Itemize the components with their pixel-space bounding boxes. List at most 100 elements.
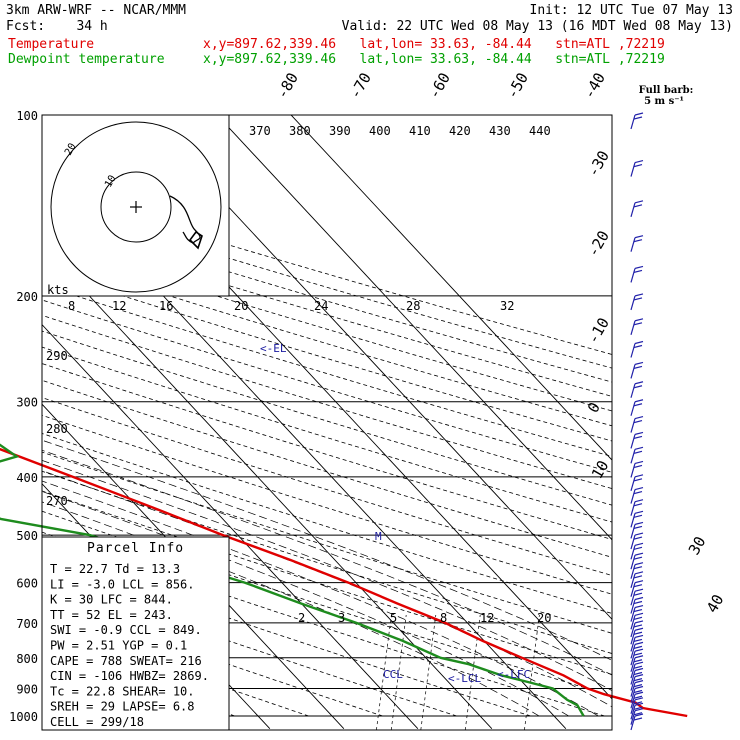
parcel-info-row: CELL = 299/18 bbox=[50, 715, 144, 729]
barb-flag bbox=[634, 542, 644, 546]
wind-barb bbox=[630, 697, 644, 715]
wind-barb bbox=[630, 627, 644, 645]
barb-staff bbox=[630, 630, 636, 645]
skew-temp-label: -70 bbox=[346, 70, 375, 102]
barb-flag bbox=[634, 702, 644, 706]
parcel-info-row: LI = -3.0 LCL = 856. bbox=[50, 577, 195, 591]
theta-label: 400 bbox=[369, 124, 391, 138]
barb-flag bbox=[634, 571, 644, 575]
mixing-ratio-line bbox=[643, 615, 658, 730]
wind-barb bbox=[630, 200, 644, 217]
barb-flag bbox=[633, 204, 643, 208]
theta-label: 380 bbox=[289, 124, 311, 138]
mixing-ratio-label: 8 bbox=[440, 611, 447, 625]
barb-staff bbox=[630, 664, 636, 679]
wind-barb bbox=[630, 431, 644, 449]
barb-flag bbox=[633, 665, 643, 669]
hodograph-speed-tick: 20 bbox=[234, 299, 248, 313]
skew-temp-label: 40 bbox=[703, 591, 728, 616]
wind-barb bbox=[630, 510, 644, 528]
wind-barb bbox=[630, 112, 644, 130]
barb-staff bbox=[630, 599, 636, 614]
barb-staff bbox=[630, 320, 636, 335]
wind-barb bbox=[630, 680, 644, 697]
barb-flag bbox=[634, 235, 644, 239]
hodograph-speed-tick: 16 bbox=[159, 299, 173, 313]
barb-flag bbox=[634, 648, 644, 652]
theta-label: 440 bbox=[529, 124, 551, 138]
barb-staff bbox=[630, 705, 636, 720]
mixing-ratio-label: 2 bbox=[298, 611, 305, 625]
isotherm bbox=[290, 115, 612, 461]
sounding-annotation: M bbox=[375, 530, 382, 543]
wind-barb bbox=[630, 460, 644, 478]
wind-barb bbox=[630, 580, 644, 597]
legend-temperature: Temperature bbox=[8, 37, 94, 52]
barb-flag bbox=[634, 667, 644, 672]
theta-label: 370 bbox=[249, 124, 271, 138]
barb-flag bbox=[633, 450, 643, 454]
dry-adiabat bbox=[42, 575, 457, 717]
wind-barb bbox=[630, 340, 644, 358]
barb-flag bbox=[634, 685, 644, 690]
barb-staff bbox=[630, 657, 636, 672]
barb-flag bbox=[634, 486, 644, 491]
wind-barb bbox=[630, 499, 644, 516]
barb-flag bbox=[634, 112, 644, 116]
dry-adiabat bbox=[42, 330, 612, 506]
hodograph-ring-label: 10 bbox=[103, 174, 119, 190]
barb-flag bbox=[634, 661, 644, 665]
barb-flag bbox=[633, 365, 643, 369]
barb-staff bbox=[630, 476, 636, 492]
barb-flag bbox=[633, 478, 643, 482]
parcel-info-row: T = 22.7 Td = 13.3 bbox=[50, 562, 180, 576]
wind-barb bbox=[630, 612, 644, 630]
barb-staff bbox=[630, 383, 636, 398]
barb-flag bbox=[634, 532, 644, 536]
sounding-annotation: <-EL bbox=[260, 342, 287, 355]
barb-flag bbox=[634, 596, 644, 601]
isotherm bbox=[42, 323, 419, 730]
barb-flag bbox=[634, 562, 644, 566]
parcel-info-rows: T = 22.7 Td = 13.3LI = -3.0 LCL = 856. K … bbox=[50, 562, 209, 729]
barb-flag bbox=[634, 604, 644, 609]
skew-temp-label: -30 bbox=[584, 148, 613, 180]
barb-staff bbox=[630, 501, 636, 516]
barb-flag bbox=[634, 340, 644, 345]
mixing-ratio-label: 5 bbox=[390, 611, 397, 625]
barb-staff bbox=[630, 688, 636, 703]
barb-staff bbox=[630, 524, 636, 539]
pressure-label: 900 bbox=[16, 682, 38, 696]
wind-barb bbox=[630, 685, 644, 703]
barb-flag bbox=[633, 322, 643, 326]
mixing-ratio-label: 12 bbox=[480, 611, 494, 625]
dry-adiabat bbox=[42, 213, 612, 383]
barb-flag bbox=[634, 708, 644, 712]
dry-adiabat bbox=[42, 255, 612, 427]
theta-label-left: 290 bbox=[46, 349, 68, 363]
skew-temp-label: -40 bbox=[580, 70, 609, 102]
parcel-info-row: PW = 2.51 YGP = 0.1 bbox=[50, 639, 187, 653]
parcel-info-row: SWI = -0.9 CCL = 849. bbox=[50, 623, 202, 637]
barb-flag bbox=[634, 499, 644, 503]
wind-barb bbox=[630, 674, 644, 691]
barb-staff bbox=[630, 295, 636, 311]
mixing-ratio-label: 20 bbox=[537, 611, 551, 625]
barb-flag bbox=[633, 706, 643, 710]
barb-staff bbox=[630, 545, 636, 560]
barb-flag bbox=[633, 525, 643, 530]
barb-flag bbox=[634, 713, 644, 717]
legend-dewpoint: Dewpoint temperature bbox=[8, 52, 165, 67]
hodograph-speed-tick: 24 bbox=[314, 299, 328, 313]
barb-legend-line1: Full barb: bbox=[639, 85, 694, 96]
theta-label: 420 bbox=[449, 124, 471, 138]
pressure-label: 800 bbox=[16, 652, 38, 666]
barb-flag bbox=[634, 680, 644, 684]
barb-flag bbox=[633, 503, 643, 507]
dewpoint-profile bbox=[0, 443, 585, 717]
theta-label-left: 270 bbox=[46, 494, 68, 508]
barb-staff bbox=[630, 463, 636, 478]
barb-flag bbox=[633, 671, 643, 676]
barb-flag bbox=[634, 460, 644, 465]
